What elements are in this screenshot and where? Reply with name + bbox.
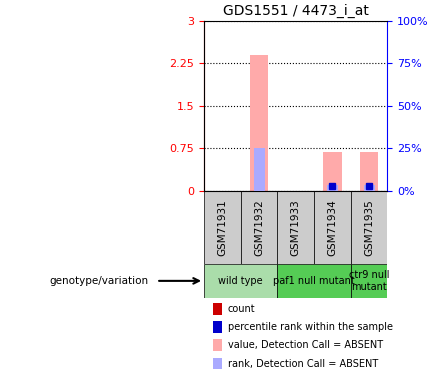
Bar bbox=[253, 148, 265, 191]
Bar bbox=[213, 358, 222, 369]
FancyBboxPatch shape bbox=[314, 191, 351, 264]
Text: ctr9 null
mutant: ctr9 null mutant bbox=[349, 270, 389, 292]
Bar bbox=[250, 55, 268, 191]
Text: genotype/variation: genotype/variation bbox=[50, 276, 149, 286]
FancyBboxPatch shape bbox=[351, 264, 388, 298]
FancyBboxPatch shape bbox=[204, 191, 241, 264]
FancyBboxPatch shape bbox=[278, 264, 351, 298]
Title: GDS1551 / 4473_i_at: GDS1551 / 4473_i_at bbox=[223, 4, 368, 18]
Text: GSM71931: GSM71931 bbox=[217, 199, 227, 256]
Bar bbox=[213, 303, 222, 315]
Text: percentile rank within the sample: percentile rank within the sample bbox=[228, 322, 393, 332]
Bar bbox=[327, 185, 338, 191]
Bar bbox=[213, 339, 222, 351]
Text: GSM71935: GSM71935 bbox=[364, 199, 374, 256]
Bar bbox=[364, 185, 375, 191]
Text: GSM71932: GSM71932 bbox=[254, 199, 264, 256]
Text: rank, Detection Call = ABSENT: rank, Detection Call = ABSENT bbox=[228, 358, 378, 369]
Text: paf1 null mutant: paf1 null mutant bbox=[273, 276, 355, 286]
Text: wild type: wild type bbox=[218, 276, 263, 286]
Text: value, Detection Call = ABSENT: value, Detection Call = ABSENT bbox=[228, 340, 383, 350]
FancyBboxPatch shape bbox=[241, 191, 278, 264]
Text: GSM71934: GSM71934 bbox=[327, 199, 337, 256]
FancyBboxPatch shape bbox=[204, 264, 278, 298]
Text: count: count bbox=[228, 304, 255, 314]
Text: GSM71933: GSM71933 bbox=[291, 199, 301, 256]
Bar bbox=[213, 321, 222, 333]
FancyBboxPatch shape bbox=[278, 191, 314, 264]
Bar bbox=[323, 152, 342, 191]
Bar bbox=[360, 152, 378, 191]
FancyBboxPatch shape bbox=[351, 191, 388, 264]
